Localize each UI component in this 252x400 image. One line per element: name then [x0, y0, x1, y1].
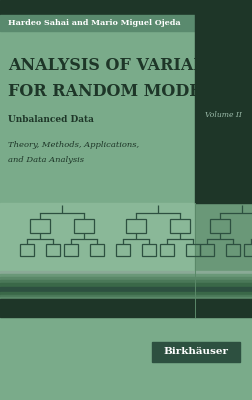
Bar	[30, 219, 50, 233]
Bar	[152, 342, 240, 362]
Text: Unbalanced Data: Unbalanced Data	[8, 116, 94, 124]
Text: Hardeo Sahai and Mario Miguel Ojeda: Hardeo Sahai and Mario Miguel Ojeda	[8, 19, 181, 27]
Bar	[0, 277, 252, 280]
Bar	[0, 297, 252, 299]
Text: Volume II: Volume II	[205, 111, 241, 119]
Bar	[210, 219, 230, 233]
Bar	[0, 0, 252, 15]
Bar	[186, 244, 200, 256]
Bar	[195, 0, 252, 203]
Text: FOR RANDOM MODELS: FOR RANDOM MODELS	[8, 84, 224, 100]
Bar	[0, 203, 195, 271]
Bar	[0, 283, 252, 287]
Bar	[195, 203, 252, 271]
Bar	[0, 271, 252, 274]
Bar	[226, 244, 240, 256]
Bar	[0, 299, 252, 317]
Text: and Data Analysis: and Data Analysis	[8, 156, 84, 164]
Bar	[126, 219, 146, 233]
Bar	[0, 287, 252, 292]
Bar	[142, 244, 156, 256]
Bar	[64, 244, 78, 256]
Bar	[200, 244, 214, 256]
Text: Theory, Methods, Applications,: Theory, Methods, Applications,	[8, 141, 139, 149]
Bar	[0, 317, 252, 400]
Bar	[0, 280, 252, 283]
Bar	[0, 15, 252, 31]
Bar	[244, 244, 252, 256]
Bar	[46, 244, 60, 256]
Bar	[116, 244, 130, 256]
Bar	[0, 295, 252, 297]
Bar	[90, 244, 104, 256]
Text: Birkhäuser: Birkhäuser	[164, 348, 229, 356]
Bar	[74, 219, 94, 233]
Bar	[0, 31, 252, 203]
Text: ANALYSIS OF VARIANCE: ANALYSIS OF VARIANCE	[8, 56, 233, 74]
Bar	[160, 244, 174, 256]
Bar	[0, 274, 252, 277]
Bar	[170, 219, 190, 233]
Bar	[20, 244, 34, 256]
Bar	[0, 292, 252, 295]
